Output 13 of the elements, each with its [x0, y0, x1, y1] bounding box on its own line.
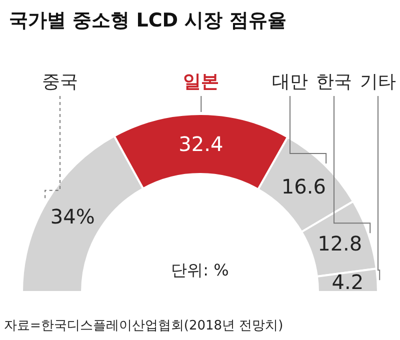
slice-label: 기타 — [360, 72, 396, 92]
slice-label: 중국 — [42, 72, 78, 92]
text: 자료=한국디스플레이산업협회(2018년 전망치) — [4, 318, 284, 334]
data-label: 4.2 — [332, 270, 364, 294]
data-label: 12.8 — [318, 232, 362, 256]
chart-title: 국가별 중소형 LCD 시장 점유율 — [9, 10, 286, 32]
data-label: 32.4 — [178, 132, 224, 156]
slice-label: 한국 — [316, 72, 352, 92]
text: 단위: % — [171, 260, 229, 280]
data-label: 34% — [50, 204, 95, 229]
data-label: 16.6 — [281, 174, 326, 198]
slice-label: 대만 — [272, 72, 308, 92]
slice-label: 일본 — [183, 72, 220, 92]
